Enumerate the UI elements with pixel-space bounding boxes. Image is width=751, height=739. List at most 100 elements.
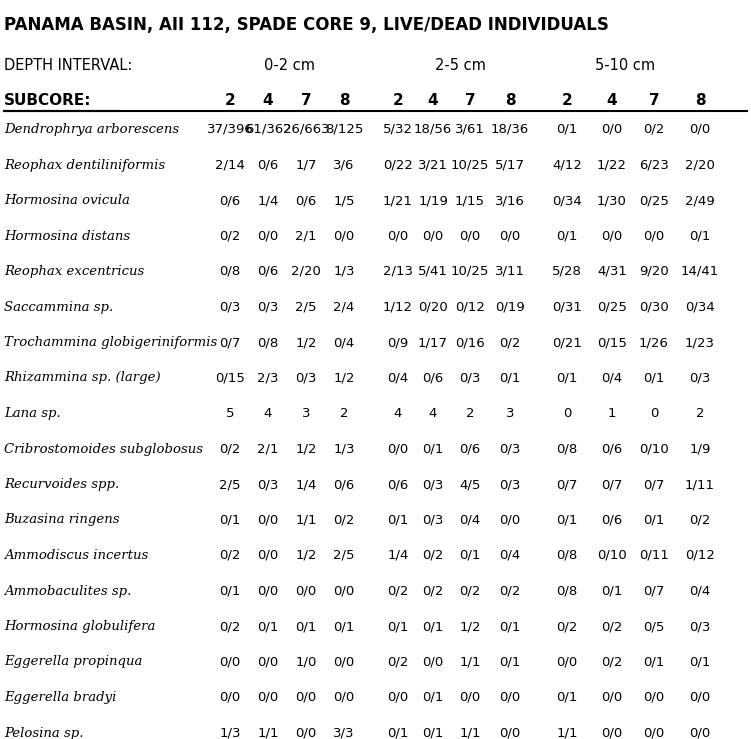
Text: 0/10: 0/10	[597, 549, 627, 562]
Text: 2: 2	[466, 407, 474, 420]
Text: 0/3: 0/3	[258, 478, 279, 491]
Text: 0/3: 0/3	[689, 620, 710, 633]
Text: 26/663: 26/663	[282, 123, 329, 136]
Text: 0/2: 0/2	[219, 620, 240, 633]
Text: 0/8: 0/8	[219, 265, 240, 278]
Text: 5/28: 5/28	[552, 265, 582, 278]
Text: 0/31: 0/31	[552, 301, 582, 313]
Text: 0/0: 0/0	[556, 655, 578, 669]
Text: 0: 0	[562, 407, 572, 420]
Text: 0/2: 0/2	[219, 549, 240, 562]
Text: 0/21: 0/21	[552, 336, 582, 349]
Text: 2/49: 2/49	[685, 194, 715, 207]
Text: 0/20: 0/20	[418, 301, 448, 313]
Text: 0/6: 0/6	[388, 478, 409, 491]
Text: 0/0: 0/0	[333, 585, 354, 598]
Text: 1/2: 1/2	[295, 443, 317, 455]
Text: 2: 2	[562, 93, 572, 108]
Text: 5/17: 5/17	[495, 158, 525, 171]
Text: 7: 7	[465, 93, 475, 108]
Text: 0/6: 0/6	[295, 194, 317, 207]
Text: Dendrophrya arborescens: Dendrophrya arborescens	[4, 123, 179, 136]
Text: Lana sp.: Lana sp.	[4, 407, 61, 420]
Text: 0/4: 0/4	[602, 372, 623, 384]
Text: 2/20: 2/20	[685, 158, 715, 171]
Text: 0/8: 0/8	[556, 443, 578, 455]
Text: 3: 3	[505, 407, 514, 420]
Text: 0/12: 0/12	[685, 549, 715, 562]
Text: 3/21: 3/21	[418, 158, 448, 171]
Text: 0/34: 0/34	[552, 194, 582, 207]
Text: Pelosina sp.: Pelosina sp.	[4, 726, 83, 739]
Text: 8: 8	[339, 93, 349, 108]
Text: 1/26: 1/26	[639, 336, 669, 349]
Text: Hormosina globulifera: Hormosina globulifera	[4, 620, 155, 633]
Text: 0/1: 0/1	[556, 230, 578, 242]
Text: DEPTH INTERVAL:: DEPTH INTERVAL:	[4, 58, 132, 73]
Text: 0/1: 0/1	[295, 620, 317, 633]
Text: 0/1: 0/1	[333, 620, 354, 633]
Text: 3/61: 3/61	[455, 123, 485, 136]
Text: 0/3: 0/3	[258, 301, 279, 313]
Text: 1/3: 1/3	[333, 265, 354, 278]
Text: 0/1: 0/1	[689, 655, 710, 669]
Text: 0/1: 0/1	[388, 620, 409, 633]
Text: Saccammina sp.: Saccammina sp.	[4, 301, 113, 313]
Text: 0/0: 0/0	[644, 691, 665, 704]
Text: 0/0: 0/0	[689, 123, 710, 136]
Text: 0/0: 0/0	[388, 443, 409, 455]
Text: 1/9: 1/9	[689, 443, 710, 455]
Text: 5/32: 5/32	[383, 123, 413, 136]
Text: 0/4: 0/4	[460, 514, 481, 526]
Text: PANAMA BASIN, AII 112, SPADE CORE 9, LIVE/DEAD INDIVIDUALS: PANAMA BASIN, AII 112, SPADE CORE 9, LIV…	[4, 16, 609, 34]
Text: 0/4: 0/4	[388, 372, 409, 384]
Text: 3: 3	[302, 407, 310, 420]
Text: 0/16: 0/16	[455, 336, 485, 349]
Text: Ammobaculites sp.: Ammobaculites sp.	[4, 585, 131, 598]
Text: 5/41: 5/41	[418, 265, 448, 278]
Text: 2: 2	[393, 93, 403, 108]
Text: 0/7: 0/7	[556, 478, 578, 491]
Text: 1/1: 1/1	[556, 726, 578, 739]
Text: 0/6: 0/6	[219, 194, 240, 207]
Text: 0/3: 0/3	[460, 372, 481, 384]
Text: 61/362: 61/362	[245, 123, 291, 136]
Text: 2/5: 2/5	[333, 549, 354, 562]
Text: 4: 4	[263, 93, 273, 108]
Text: 0/22: 0/22	[383, 158, 413, 171]
Text: 37/396: 37/396	[207, 123, 253, 136]
Text: 0/1: 0/1	[388, 514, 409, 526]
Text: 0/3: 0/3	[689, 372, 710, 384]
Text: 1/22: 1/22	[597, 158, 627, 171]
Text: 0/0: 0/0	[333, 655, 354, 669]
Text: Rhizammina sp. (large): Rhizammina sp. (large)	[4, 372, 161, 384]
Text: 0/6: 0/6	[258, 265, 279, 278]
Text: 1/1: 1/1	[258, 726, 279, 739]
Text: 0/8: 0/8	[556, 549, 578, 562]
Text: 1/5: 1/5	[333, 194, 354, 207]
Text: 1/4: 1/4	[388, 549, 409, 562]
Text: 6/23: 6/23	[639, 158, 669, 171]
Text: 0/0: 0/0	[460, 691, 481, 704]
Text: 1/1: 1/1	[460, 655, 481, 669]
Text: 0/8: 0/8	[258, 336, 279, 349]
Text: 0/19: 0/19	[495, 301, 525, 313]
Text: 8/125: 8/125	[325, 123, 363, 136]
Text: 0/2: 0/2	[689, 514, 710, 526]
Text: 0/0: 0/0	[602, 123, 623, 136]
Text: 0/2: 0/2	[219, 443, 240, 455]
Text: 7: 7	[300, 93, 312, 108]
Text: 0/1: 0/1	[556, 691, 578, 704]
Text: 4: 4	[427, 93, 439, 108]
Text: 1/3: 1/3	[333, 443, 354, 455]
Text: 0/1: 0/1	[422, 726, 444, 739]
Text: Reophax excentricus: Reophax excentricus	[4, 265, 144, 278]
Text: 2/5: 2/5	[219, 478, 241, 491]
Text: 0/0: 0/0	[602, 691, 623, 704]
Text: 3/6: 3/6	[333, 158, 354, 171]
Text: 2-5 cm: 2-5 cm	[435, 58, 485, 73]
Text: 0/1: 0/1	[556, 123, 578, 136]
Text: 0/0: 0/0	[422, 655, 444, 669]
Text: 0/2: 0/2	[388, 655, 409, 669]
Text: Trochammina globigeriniformis: Trochammina globigeriniformis	[4, 336, 217, 349]
